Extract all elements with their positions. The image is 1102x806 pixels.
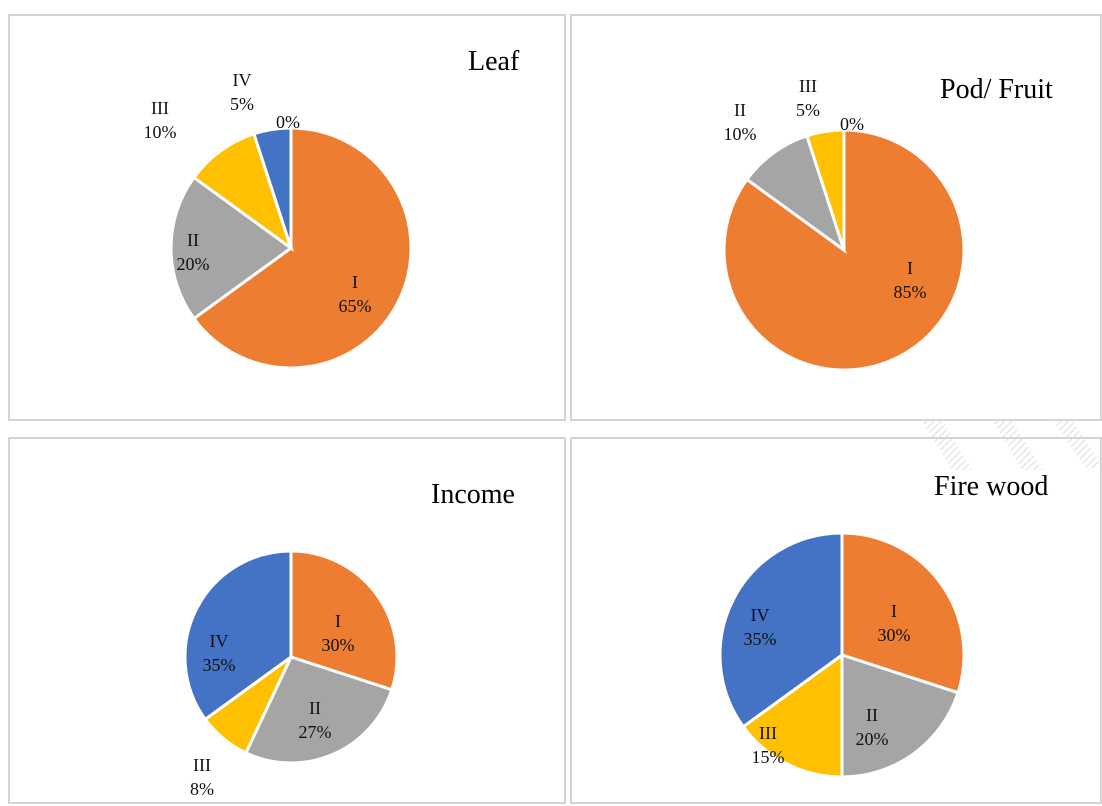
chart-title-leaf: Leaf bbox=[468, 46, 520, 77]
pie-slice-iv bbox=[718, 531, 844, 729]
slice-category-label: III bbox=[799, 76, 817, 96]
slice-percent-label: 10% bbox=[144, 122, 177, 142]
slice-percent-label: 35% bbox=[203, 655, 236, 675]
pie-slice-iv bbox=[252, 126, 293, 249]
leaf-pie-svg: I 65% II 20% III 10% IV 5% 0% bbox=[144, 70, 413, 370]
pie-slice-i bbox=[289, 549, 399, 692]
pie-slice-i bbox=[191, 126, 413, 370]
slice-percent-label: 85% bbox=[894, 282, 927, 302]
income-chart-panel: Income I 30% II 27% III 8% IV 35% bbox=[8, 437, 566, 804]
slice-percent-label: 5% bbox=[230, 94, 254, 114]
pie-slice-i bbox=[840, 531, 966, 695]
slice-percent-label: 20% bbox=[177, 254, 210, 274]
slice-category-label: III bbox=[193, 755, 211, 775]
fire-wood-chart-panel: Fire wood I 30% II 20% III 15% IV 35% bbox=[570, 437, 1102, 804]
pie-slice-ii bbox=[243, 655, 394, 765]
slice-category-label: I bbox=[352, 272, 358, 292]
slice-category-label: III bbox=[151, 98, 169, 118]
slice-percent-label: 27% bbox=[299, 722, 332, 742]
pod-fruit-pie-svg: I 85% II 10% III 5% 0% bbox=[722, 76, 966, 372]
slice-category-label: II bbox=[187, 230, 199, 250]
fire-wood-pie-svg: I 30% II 20% III 15% IV 35% bbox=[718, 531, 966, 779]
slice-percent-label: 8% bbox=[190, 779, 214, 799]
slice-category-label: I bbox=[891, 601, 897, 621]
slice-category-label: II bbox=[734, 100, 746, 120]
pie-slice-ii bbox=[840, 652, 960, 779]
pod-fruit-chart-panel: Pod/ Fruit I 85% II 10% III 5% 0% bbox=[570, 14, 1102, 421]
slice-percent-label: 10% bbox=[724, 124, 757, 144]
slice-percent-label: 15% bbox=[752, 747, 785, 767]
slice-category-label: IV bbox=[210, 631, 229, 651]
slice-percent-label: 20% bbox=[856, 729, 889, 749]
pie-slice-iii bbox=[741, 652, 844, 779]
slice-percent-label: 5% bbox=[796, 100, 820, 120]
pie-slice-ii bbox=[169, 175, 294, 321]
chart-title-income: Income bbox=[431, 479, 515, 510]
chart-title-fire-wood: Fire wood bbox=[934, 471, 1049, 502]
leaf-chart-panel: Leaf I 65% II 20% III 10% IV 5% 0% bbox=[8, 14, 566, 421]
diagonal-watermark-decoration bbox=[922, 420, 1102, 470]
slice-percent-label: 0% bbox=[276, 112, 300, 132]
slice-category-label: IV bbox=[233, 70, 252, 90]
slice-percent-label: 35% bbox=[744, 629, 777, 649]
slice-category-label: II bbox=[309, 698, 321, 718]
slice-percent-label: 30% bbox=[878, 625, 911, 645]
slice-category-label: I bbox=[335, 611, 341, 631]
slice-percent-label: 30% bbox=[322, 635, 355, 655]
slice-category-label: I bbox=[907, 258, 913, 278]
slice-category-label: II bbox=[866, 705, 878, 725]
slice-category-label: IV bbox=[751, 605, 770, 625]
pie-slice-iii bbox=[805, 128, 846, 251]
slice-category-label: III bbox=[759, 723, 777, 743]
pie-slice-iv bbox=[183, 549, 293, 722]
income-pie-svg: I 30% II 27% III 8% IV 35% bbox=[183, 549, 399, 799]
slice-percent-label: 0% bbox=[840, 114, 864, 134]
chart-title-pod-fruit: Pod/ Fruit bbox=[940, 74, 1053, 105]
slice-percent-label: 65% bbox=[339, 296, 372, 316]
